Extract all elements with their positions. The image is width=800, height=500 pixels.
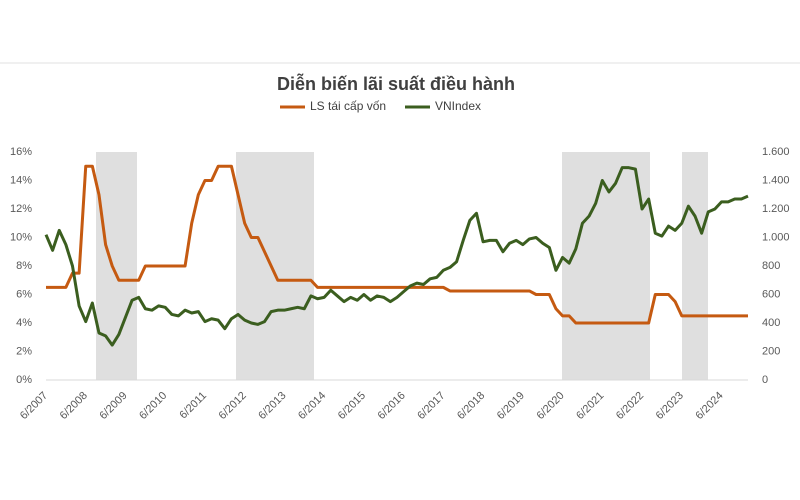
x-tick-label: 6/2011 [177, 390, 209, 422]
series-line [46, 164, 748, 325]
x-tick-label: 6/2009 [97, 390, 129, 422]
y2-tick-label: 1.000 [762, 231, 790, 243]
y-tick-label: 4% [16, 317, 32, 329]
y2-tick-label: 1.400 [762, 174, 790, 186]
y-tick-label: 10% [10, 231, 32, 243]
x-tick-label: 6/2020 [534, 390, 566, 422]
x-tick-label: 6/2022 [614, 390, 646, 422]
y2-tick-label: 1.600 [762, 146, 790, 158]
y-tick-label: 12% [10, 203, 32, 215]
x-tick-label: 6/2007 [18, 390, 50, 422]
shaded-band [562, 152, 650, 380]
y-tick-label: 2% [16, 345, 32, 357]
y2-tick-label: 1.200 [762, 203, 790, 215]
x-tick-label: 6/2014 [296, 390, 328, 422]
x-tick-label: 6/2024 [693, 390, 725, 422]
y-tick-label: 8% [16, 260, 32, 272]
y2-tick-label: 0 [762, 374, 768, 386]
x-tick-label: 6/2021 [574, 390, 606, 422]
y2-tick-label: 400 [762, 317, 780, 329]
x-tick-label: 6/2017 [415, 390, 447, 422]
x-tick-label: 6/2018 [455, 390, 487, 422]
x-tick-label: 6/2010 [137, 390, 169, 422]
y-tick-label: 6% [16, 288, 32, 300]
series-line [44, 166, 749, 347]
y-tick-label: 0% [16, 374, 32, 386]
y-tick-label: 16% [10, 146, 32, 158]
y2-tick-label: 600 [762, 288, 780, 300]
legend-label: LS tái cấp vốn [310, 99, 386, 113]
y2-tick-label: 800 [762, 260, 780, 272]
x-tick-label: 6/2023 [654, 390, 686, 422]
legend-label: VNIndex [435, 99, 481, 113]
shaded-periods [96, 152, 708, 380]
x-tick-label: 6/2008 [58, 390, 90, 422]
x-tick-label: 6/2015 [336, 390, 368, 422]
x-tick-label: 6/2013 [256, 390, 288, 422]
chart-title: Diễn biến lãi suất điều hành [277, 73, 515, 94]
shaded-band [96, 152, 137, 380]
x-tick-label: 6/2016 [376, 390, 408, 422]
y2-tick-label: 200 [762, 345, 780, 357]
shaded-band [682, 152, 708, 380]
shaded-band [236, 152, 314, 380]
x-tick-label: 6/2019 [495, 390, 527, 422]
x-tick-label: 6/2012 [217, 390, 249, 422]
y-tick-label: 14% [10, 174, 32, 186]
